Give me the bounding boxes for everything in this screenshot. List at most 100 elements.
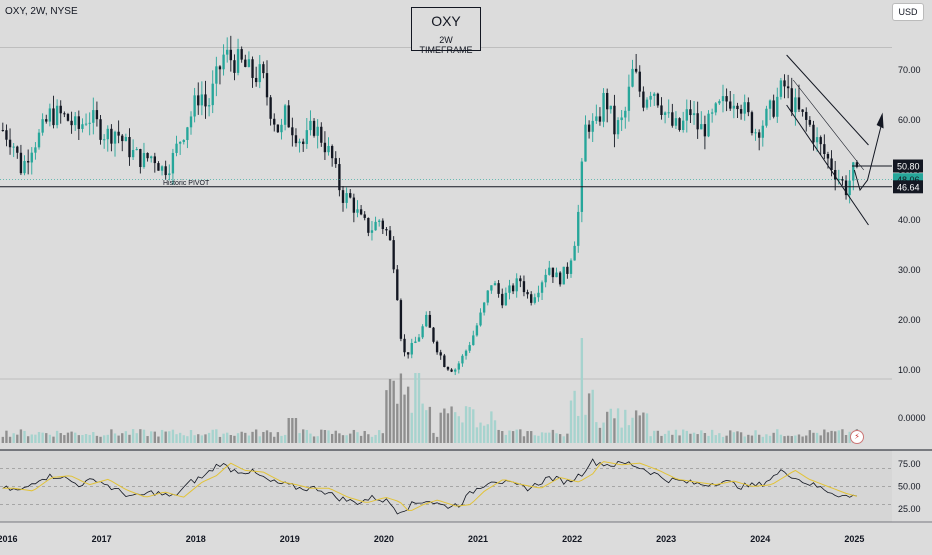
candle-body bbox=[472, 335, 475, 346]
volume-bar bbox=[12, 433, 15, 443]
candle-body bbox=[5, 130, 8, 140]
volume-bar bbox=[844, 435, 848, 443]
volume-bar bbox=[59, 433, 62, 443]
candle-body bbox=[519, 278, 522, 282]
candle-body bbox=[135, 149, 138, 151]
volume-bar bbox=[309, 433, 312, 443]
volume-bar bbox=[634, 410, 638, 443]
candle-body bbox=[504, 292, 508, 306]
time-tick-label: 2018 bbox=[186, 534, 206, 544]
candle-body bbox=[52, 108, 55, 126]
time-tick-label: 2017 bbox=[92, 534, 112, 544]
volume-bar bbox=[808, 430, 812, 443]
currency-button[interactable]: USD bbox=[892, 3, 924, 21]
volume-bar bbox=[207, 432, 211, 443]
volume-bar bbox=[99, 436, 102, 443]
candle-body bbox=[508, 285, 511, 293]
volume-bar bbox=[34, 434, 37, 443]
volume-bar bbox=[685, 430, 688, 443]
candle-body bbox=[352, 197, 356, 213]
candle-body bbox=[45, 119, 48, 122]
candle-body bbox=[707, 113, 710, 137]
candle-body bbox=[233, 60, 236, 73]
candle-body bbox=[283, 105, 287, 125]
candle-body bbox=[189, 116, 193, 128]
volume-bar bbox=[182, 435, 185, 443]
volume-bar bbox=[312, 436, 316, 443]
volume-bar bbox=[240, 431, 243, 443]
volume-bar bbox=[783, 436, 786, 443]
rsi-tick-label: 25.00 bbox=[898, 504, 921, 514]
time-tick-label: 2022 bbox=[562, 534, 582, 544]
volume-bar bbox=[631, 417, 634, 443]
volume-bar bbox=[164, 431, 167, 443]
volume-bar bbox=[244, 432, 247, 443]
candle-body bbox=[146, 152, 149, 159]
candle-body bbox=[276, 124, 280, 133]
candle-body bbox=[812, 124, 815, 143]
candle-body bbox=[598, 116, 602, 122]
candle-body bbox=[729, 101, 732, 109]
volume-bar bbox=[667, 430, 670, 443]
candle-body bbox=[768, 100, 772, 109]
volume-bar bbox=[598, 427, 602, 443]
candle-body bbox=[786, 86, 790, 89]
volume-bar bbox=[736, 431, 739, 443]
price-tick-label: 30.00 bbox=[898, 265, 921, 275]
volume-bar bbox=[218, 436, 222, 443]
volume-bar bbox=[124, 431, 128, 443]
volume-bar bbox=[497, 429, 500, 443]
candle-body bbox=[613, 105, 616, 135]
candle-body bbox=[363, 214, 366, 218]
volume-bar bbox=[110, 429, 113, 443]
candle-body bbox=[294, 135, 298, 144]
candle-body bbox=[638, 71, 641, 92]
volume-bar bbox=[620, 427, 623, 443]
candle-body bbox=[309, 120, 312, 131]
volume-bar bbox=[790, 436, 793, 443]
volume-bar bbox=[131, 429, 135, 443]
volume-bar bbox=[370, 436, 374, 443]
channel-lower bbox=[786, 104, 869, 226]
volume-bar bbox=[794, 435, 797, 443]
volume-bar bbox=[200, 435, 204, 443]
candle-body bbox=[388, 230, 392, 241]
volume-bar bbox=[5, 430, 8, 443]
volume-bar bbox=[544, 432, 547, 443]
candle-body bbox=[175, 143, 178, 153]
candle-body bbox=[450, 369, 453, 372]
volume-bar bbox=[768, 435, 772, 443]
candle-body bbox=[341, 190, 345, 203]
candle-body bbox=[761, 125, 764, 138]
candle-body bbox=[515, 278, 518, 292]
volume-bar bbox=[454, 412, 457, 443]
volume-bar bbox=[66, 432, 70, 443]
price-tick-label: 60.00 bbox=[898, 115, 921, 125]
volume-bar bbox=[291, 418, 294, 443]
volume-bar bbox=[211, 429, 214, 443]
volume-bar bbox=[551, 429, 555, 443]
candle-body bbox=[602, 92, 605, 122]
candle-body bbox=[573, 245, 576, 261]
volume-bar bbox=[121, 433, 124, 443]
volume-bar bbox=[555, 433, 558, 443]
volume-bar bbox=[472, 409, 475, 443]
volume-bar bbox=[674, 429, 678, 443]
lightning-icon[interactable]: ⚡ bbox=[850, 430, 864, 444]
volume-bar bbox=[656, 430, 660, 443]
candle-body bbox=[428, 314, 432, 328]
candle-body bbox=[359, 209, 363, 215]
candle-body bbox=[714, 103, 717, 113]
candle-body bbox=[819, 137, 822, 145]
volume-bar bbox=[117, 435, 120, 443]
candle-body bbox=[229, 49, 232, 61]
candle-body bbox=[425, 314, 428, 327]
candle-body bbox=[258, 64, 261, 83]
candle-body bbox=[790, 88, 793, 113]
volume-bar bbox=[663, 433, 667, 443]
candle-body bbox=[34, 147, 37, 153]
volume-bar bbox=[754, 430, 757, 443]
candle-body bbox=[446, 366, 450, 370]
